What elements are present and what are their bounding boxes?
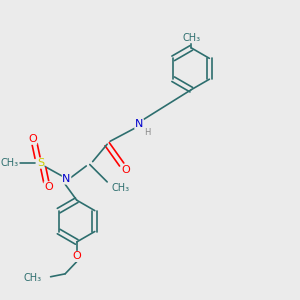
Text: CH₃: CH₃ — [111, 183, 129, 193]
Text: O: O — [72, 251, 81, 262]
Text: H: H — [144, 128, 150, 136]
Text: CH₃: CH₃ — [182, 33, 200, 43]
Text: O: O — [28, 134, 37, 144]
Text: CH₃: CH₃ — [1, 158, 19, 168]
Text: O: O — [44, 182, 53, 192]
Text: N: N — [135, 119, 143, 129]
Text: N: N — [62, 174, 71, 184]
Text: CH₃: CH₃ — [24, 273, 42, 283]
Text: O: O — [122, 165, 130, 175]
Text: S: S — [37, 158, 44, 168]
